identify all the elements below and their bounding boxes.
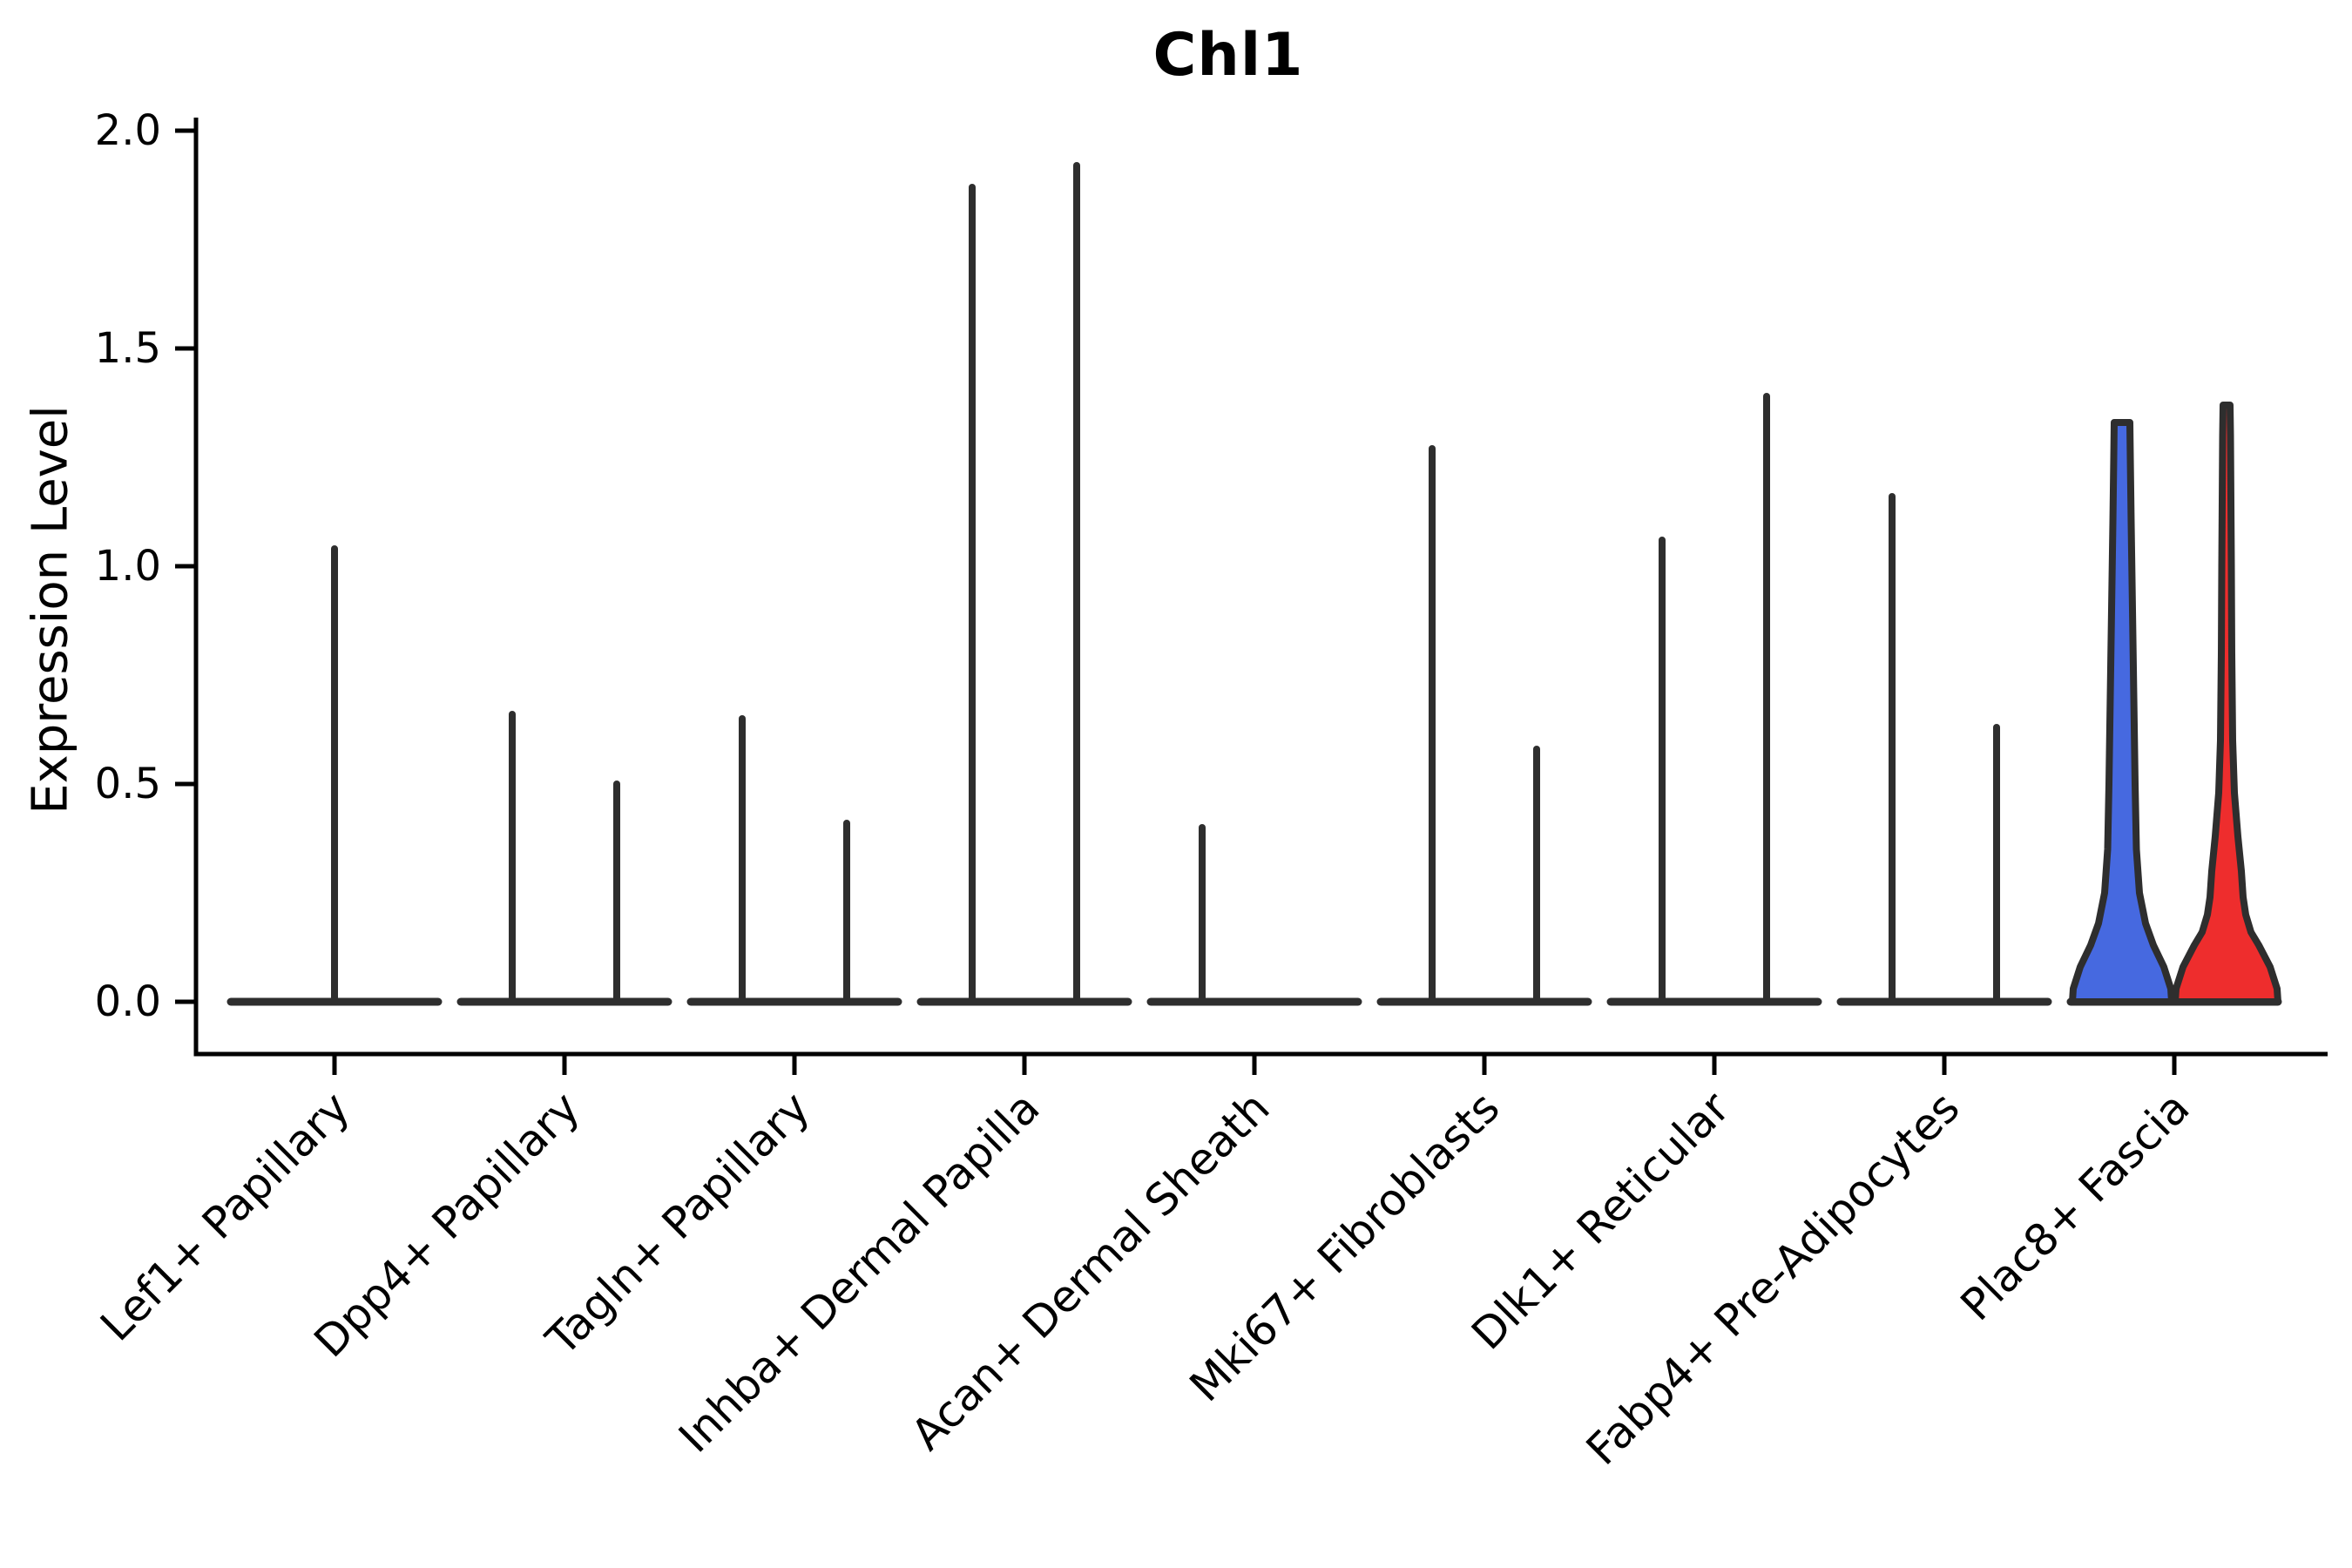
y-tick-label: 0.0 [95,977,161,1026]
violin-blue [2069,419,2175,1005]
y-axis-label: Expression Level [22,405,79,814]
x-tick-label: Lef1+ Papillary [91,1082,359,1350]
x-tick-label: Plac8+ Fascia [1951,1082,2200,1330]
y-tick-label: 1.5 [95,324,161,373]
violin-red [2172,402,2281,1005]
chart-title: Chl1 [1152,21,1304,90]
y-tick-label: 0.5 [95,760,161,808]
x-tick-label: Fabp4+ Pre-Adipocytes [1577,1082,1970,1475]
y-tick-label: 1.0 [95,542,161,591]
y-tick-label: 2.0 [95,106,161,155]
